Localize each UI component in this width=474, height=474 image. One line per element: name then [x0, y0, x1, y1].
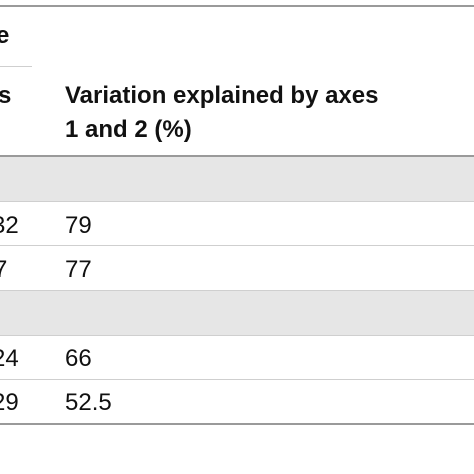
- cell-col2: 79: [65, 212, 92, 239]
- row-divider: [0, 379, 474, 380]
- header-bottom-rule: [0, 155, 474, 157]
- table-bottom-rule: [0, 423, 474, 425]
- row-divider: [0, 290, 474, 291]
- row-divider: [0, 201, 474, 202]
- header-group-label: e: [0, 22, 10, 49]
- cell-col1: 7: [0, 256, 8, 283]
- table-top-rule: [0, 5, 474, 7]
- cell-col1: 32: [0, 212, 19, 239]
- cell-col2: 52.5: [65, 389, 112, 416]
- section-row: [0, 157, 474, 201]
- cell-col1: 24: [0, 345, 19, 372]
- col2-header-line2: 1 and 2 (%): [65, 116, 192, 143]
- cell-col1: 29: [0, 389, 19, 416]
- row-divider: [0, 335, 474, 336]
- header-group-underline: [0, 66, 32, 67]
- col1-header: s: [0, 82, 12, 109]
- col2-header-line1: Variation explained by axes: [65, 82, 379, 109]
- cell-col2: 77: [65, 256, 92, 283]
- cell-col2: 66: [65, 345, 92, 372]
- section-row: [0, 291, 474, 335]
- row-divider: [0, 245, 474, 246]
